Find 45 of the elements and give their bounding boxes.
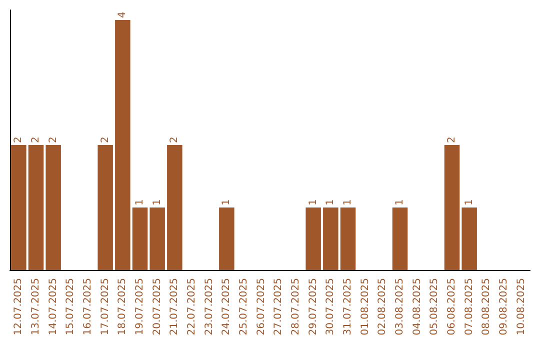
- x-tick-label: 31.07.2025: [342, 278, 354, 336]
- x-tick-label: 16.07.2025: [82, 278, 94, 336]
- data-label: 2: [169, 136, 180, 143]
- data-label: 2: [13, 136, 24, 143]
- x-tick-label: 20.07.2025: [152, 278, 163, 336]
- x-tick-label: 18.07.2025: [117, 278, 128, 336]
- data-label: 2: [100, 136, 111, 143]
- x-tick-label: 14.07.2025: [48, 278, 59, 336]
- x-tick-label: 29.07.2025: [308, 278, 319, 336]
- x-tick-label: 25.07.2025: [238, 278, 250, 336]
- x-tick-label: 19.07.2025: [134, 278, 146, 336]
- data-label: 1: [308, 199, 319, 206]
- x-tick-label: 17.07.2025: [100, 278, 111, 336]
- x-tick-label: 01.08.2025: [360, 278, 371, 336]
- data-label: 1: [342, 199, 354, 206]
- x-tick-label: 02.08.2025: [377, 278, 388, 336]
- data-label: 1: [152, 199, 163, 206]
- x-tick-label: 07.08.2025: [464, 278, 475, 336]
- x-tick-label: 26.07.2025: [256, 278, 267, 336]
- x-tick-label: 06.08.2025: [446, 278, 458, 336]
- x-tick-label: 23.07.2025: [204, 278, 215, 336]
- x-tick-label: 12.07.2025: [13, 278, 24, 336]
- data-label: 2: [446, 136, 458, 143]
- x-tick-label: 13.07.2025: [30, 278, 42, 336]
- x-tick-label: 21.07.2025: [169, 278, 180, 336]
- x-tick-label: 03.08.2025: [394, 278, 406, 336]
- data-label: 2: [30, 136, 42, 143]
- data-label: 1: [464, 199, 475, 206]
- x-tick-label: 27.07.2025: [273, 278, 284, 336]
- x-tick-label: 30.07.2025: [325, 278, 336, 336]
- data-label: 4: [117, 12, 128, 18]
- data-label: 1: [394, 199, 406, 206]
- x-tick-label: 28.07.2025: [290, 278, 302, 336]
- x-tick-label: 09.08.2025: [498, 278, 510, 336]
- x-tick-label: 04.08.2025: [412, 278, 423, 336]
- data-label: 2: [48, 136, 59, 143]
- x-tick-label: 08.08.2025: [481, 278, 492, 336]
- x-tick-label: 10.08.2025: [516, 278, 527, 336]
- data-label: 1: [134, 199, 146, 206]
- x-tick-label: 24.07.2025: [221, 278, 232, 336]
- x-tick-label: 05.08.2025: [429, 278, 440, 336]
- data-label: 1: [325, 199, 336, 206]
- x-tick-label: 22.07.2025: [186, 278, 198, 336]
- data-label: 1: [221, 199, 232, 206]
- x-tick-label: 15.07.2025: [65, 278, 76, 336]
